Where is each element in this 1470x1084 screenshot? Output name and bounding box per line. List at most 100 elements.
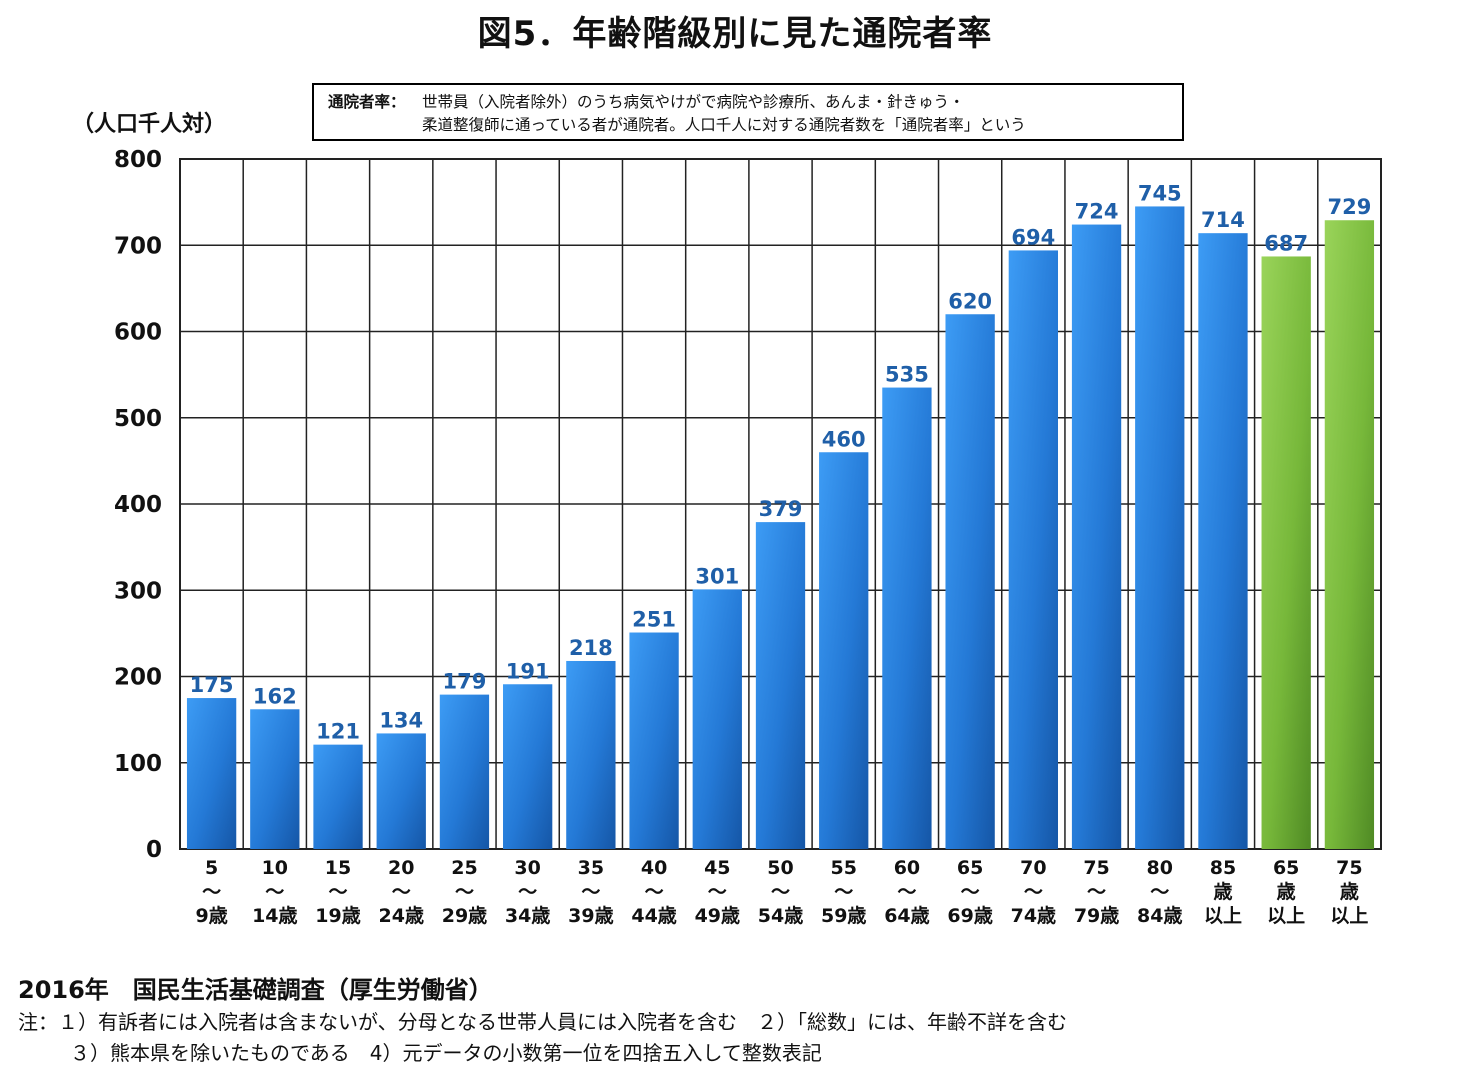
bar: [566, 660, 616, 849]
bar-value-label: 714: [1201, 208, 1245, 232]
x-tick-label: 34歳: [505, 905, 550, 927]
bar-value-label: 460: [822, 427, 866, 451]
x-tick-label: 60: [894, 857, 920, 879]
x-tick-label: 歳: [1340, 881, 1359, 903]
bar: [945, 314, 995, 849]
bar: [439, 694, 490, 849]
y-tick-label: 100: [114, 751, 162, 777]
x-tick-label: ～: [771, 881, 790, 903]
y-tick-label: 300: [114, 578, 162, 604]
x-tick-label: 65: [1273, 857, 1299, 879]
bar-value-label: 620: [948, 289, 992, 313]
source-caption: 2016年 国民生活基礎調査（厚生労働省）: [18, 976, 493, 1004]
bar-value-label: 134: [379, 708, 423, 732]
x-tick-label: ～: [518, 881, 537, 903]
x-tick-label: 54歳: [758, 905, 803, 927]
x-tick-label: 50: [767, 857, 793, 879]
x-tick-label: 65: [957, 857, 983, 879]
x-tick-labels: 5～9歳10～14歳15～19歳20～24歳25～29歳30～34歳35～39歳…: [195, 857, 1368, 927]
bar: [1198, 233, 1248, 850]
x-tick-label: 79歳: [1074, 905, 1119, 927]
bar: [882, 387, 932, 849]
bar: [1261, 256, 1311, 849]
x-tick-label: ～: [581, 881, 600, 903]
x-tick-label: 24歳: [379, 905, 424, 927]
x-tick-label: 19歳: [315, 905, 360, 927]
bar-value-label: 179: [443, 670, 487, 694]
bar: [755, 522, 806, 849]
y-tick-label: 200: [114, 665, 162, 691]
bar-value-label: 175: [190, 673, 234, 697]
bar: [819, 452, 869, 849]
y-tick-label: 800: [114, 147, 162, 173]
grid-lines: [179, 158, 1382, 850]
x-tick-label: 49歳: [695, 905, 740, 927]
bar: [313, 744, 363, 849]
value-labels: 175 162 121 134 179 191 218 251 301 379 460 535 620 6…: [190, 181, 1372, 743]
x-tick-label: 40: [641, 857, 667, 879]
bar-value-label: 162: [253, 684, 297, 708]
x-tick-label: ～: [265, 881, 284, 903]
x-tick-label: 歳: [1277, 881, 1296, 903]
x-tick-label: ～: [329, 881, 348, 903]
bar-value-label: 379: [759, 497, 803, 521]
x-tick-label: ～: [1150, 881, 1169, 903]
x-tick-label: 85: [1210, 857, 1236, 879]
x-tick-label: ～: [392, 881, 411, 903]
x-tick-label: ～: [961, 881, 980, 903]
y-tick-label: 0: [146, 837, 162, 863]
bar: [186, 698, 237, 849]
x-tick-label: 75: [1336, 857, 1362, 879]
x-tick-label: 5: [205, 857, 218, 879]
x-tick-label: ～: [202, 881, 221, 903]
x-tick-label: 20: [388, 857, 414, 879]
bar-value-label: 687: [1264, 231, 1308, 255]
bar-value-label: 121: [316, 720, 360, 744]
x-tick-label: ～: [1087, 881, 1106, 903]
definition-term: 通院者率：: [328, 93, 406, 111]
bar-value-label: 191: [506, 659, 550, 683]
x-tick-label: 29歳: [442, 905, 487, 927]
x-tick-label: ～: [645, 881, 664, 903]
chart-title: 図5．年齢階級別に見た通院者率: [477, 14, 993, 54]
x-tick-label: 69歳: [947, 905, 992, 927]
bar: [1008, 250, 1058, 850]
bar-value-label: 729: [1327, 195, 1371, 219]
bar: [1071, 224, 1122, 850]
x-tick-label: ～: [834, 881, 853, 903]
x-tick-label: 45: [704, 857, 730, 879]
x-tick-label: 35: [578, 857, 604, 879]
bar: [1324, 220, 1375, 850]
x-tick-label: 以上: [1204, 905, 1242, 927]
y-tick-label: 700: [114, 233, 162, 259]
x-tick-label: 55: [830, 857, 856, 879]
footnote-line-2: ３）熊本県を除いたものである 4）元データの小数第一位を四捨五入して整数表記: [70, 1041, 822, 1065]
bar-value-label: 745: [1138, 181, 1182, 205]
bar-value-label: 724: [1075, 200, 1119, 224]
x-tick-label: 10: [262, 857, 288, 879]
x-tick-label: 歳: [1213, 881, 1232, 903]
x-tick-label: 75: [1083, 857, 1109, 879]
y-tick-label: 600: [114, 320, 162, 346]
x-tick-label: 44歳: [631, 905, 676, 927]
x-tick-label: 以上: [1267, 905, 1305, 927]
bar: [503, 684, 553, 849]
definition-line-2: 柔道整復師に通っている者が通院者。人口千人に対する通院者数を「通院者率」という: [422, 116, 1026, 134]
bar: [376, 733, 426, 849]
bars: [186, 206, 1375, 850]
x-tick-label: 80: [1147, 857, 1173, 879]
x-tick-label: 9歳: [195, 905, 227, 927]
x-tick-label: 30: [514, 857, 540, 879]
x-tick-label: 15: [325, 857, 351, 879]
x-tick-label: 74歳: [1011, 905, 1056, 927]
x-tick-label: 70: [1020, 857, 1046, 879]
y-axis-unit-label: （人口千人対）: [72, 112, 227, 137]
x-tick-label: 25: [451, 857, 477, 879]
bar-value-label: 218: [569, 636, 613, 660]
bar: [629, 632, 679, 849]
x-tick-label: 64歳: [884, 905, 929, 927]
x-tick-label: 59歳: [821, 905, 866, 927]
x-tick-label: 以上: [1330, 905, 1368, 927]
definition-line-1: 世帯員（入院者除外）のうち病気やけがで病院や診療所、あんま・針きゅう・: [422, 93, 965, 111]
x-tick-label: ～: [708, 881, 727, 903]
